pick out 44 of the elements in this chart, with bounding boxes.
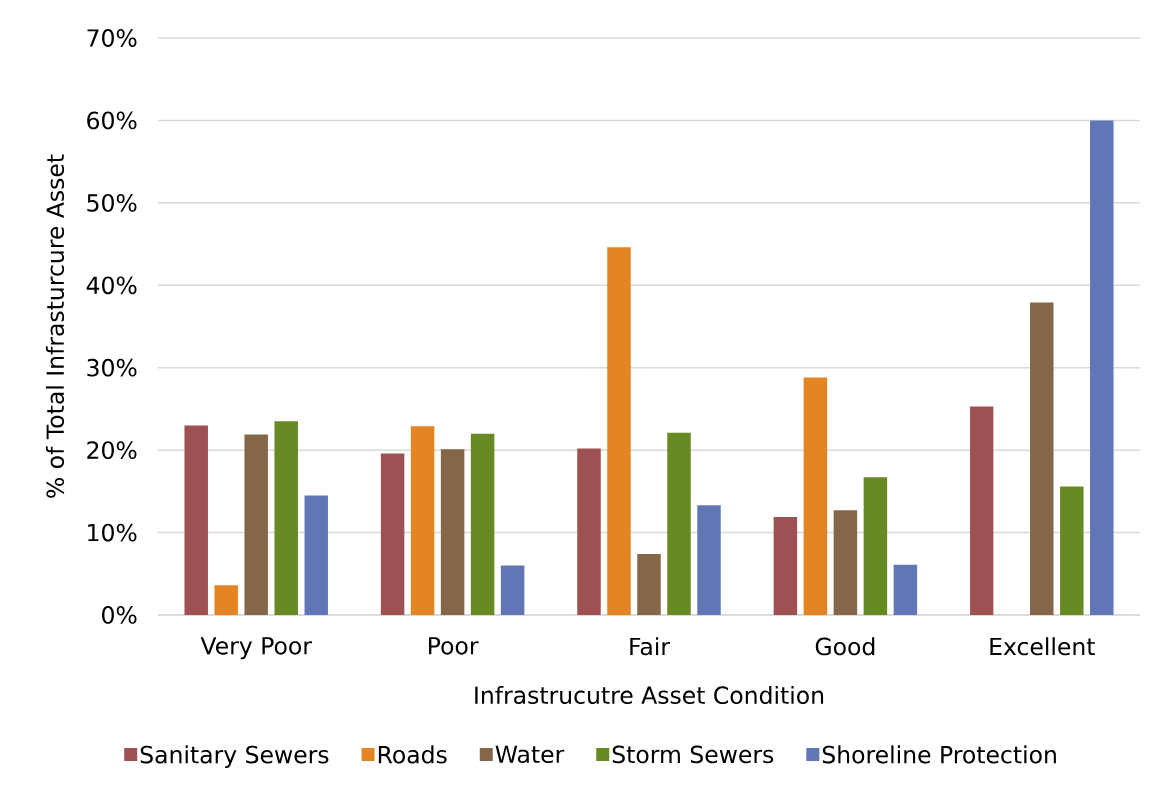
bar <box>184 425 208 615</box>
x-axis-title: Infrastrucutre Asset Condition <box>475 685 824 705</box>
legend-label: Storm Sewers <box>612 745 774 764</box>
y-tick-label: 10% <box>88 523 137 542</box>
bar <box>274 421 298 615</box>
legend-label: Sanitary Sewers <box>140 745 329 769</box>
x-tick-label: Good <box>815 637 875 656</box>
y-axis-title: % of Total Infrasturcure Asset <box>45 154 65 498</box>
y-tick-label: 30% <box>87 358 137 377</box>
bar <box>773 516 798 615</box>
bar <box>893 564 918 615</box>
bar <box>244 434 268 615</box>
legend-label: Roads <box>378 745 447 764</box>
bar <box>304 495 328 615</box>
bar <box>1030 302 1054 615</box>
bar <box>1090 120 1114 615</box>
bar <box>214 585 238 615</box>
bar <box>667 432 691 615</box>
legend-label: Shoreline Protection <box>822 745 1056 764</box>
bar <box>863 477 888 615</box>
bar <box>500 565 525 615</box>
bar <box>380 453 405 615</box>
x-tick-label: Fair <box>630 637 670 656</box>
legend-label: Water <box>495 745 565 764</box>
bar <box>410 426 435 615</box>
y-tick-label: 0% <box>102 606 137 624</box>
bar <box>470 433 495 615</box>
bar <box>440 449 465 615</box>
bar <box>577 448 601 615</box>
bar <box>803 377 828 615</box>
y-tick-label: 40% <box>86 276 137 295</box>
bar <box>637 553 661 615</box>
x-tick-label: Poor <box>429 637 479 655</box>
bar <box>833 510 858 615</box>
bar <box>1060 486 1084 615</box>
y-tick-label: 20% <box>87 441 137 460</box>
x-tick-label: Very Poor <box>200 637 312 660</box>
bar <box>607 247 631 615</box>
x-tick-label: Excellent <box>990 637 1095 656</box>
bar <box>970 406 994 615</box>
y-tick-label: 50% <box>87 193 137 212</box>
bar <box>697 505 721 615</box>
y-tick-label: 60% <box>87 111 137 130</box>
y-tick-label: 70% <box>87 29 137 47</box>
